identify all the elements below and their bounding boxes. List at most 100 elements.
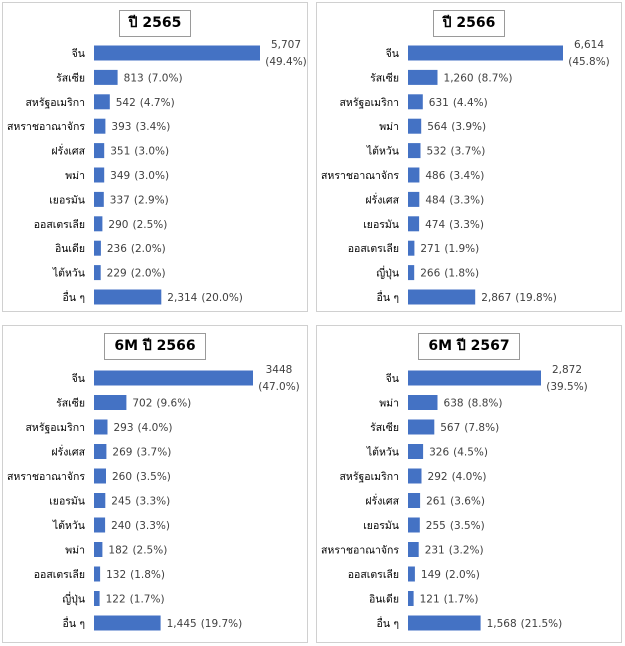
value-label: 532 — [426, 146, 446, 158]
bar — [408, 143, 421, 159]
percent-label: (3.2%) — [449, 545, 484, 557]
bar — [408, 419, 435, 435]
value-label: 2,872 — [552, 364, 582, 376]
percent-label: (3.3%) — [449, 219, 484, 231]
category-label: สหรัฐอเมริกา — [26, 97, 85, 109]
bar — [94, 370, 253, 386]
value-label: 229 — [107, 268, 127, 280]
bar — [94, 289, 162, 305]
category-label: จีน — [72, 372, 85, 385]
value-label: 2,314 — [167, 292, 197, 304]
category-label: ญี่ปุ่น — [62, 592, 85, 606]
category-label: อื่น ๆ — [63, 290, 85, 304]
bar — [408, 517, 420, 533]
bar — [94, 566, 101, 582]
value-label: 255 — [426, 520, 446, 532]
category-label: ออสเตรเลีย — [348, 242, 399, 255]
value-label: 474 — [425, 219, 445, 231]
percent-label: (2.0%) — [131, 243, 166, 255]
category-label: ฝรั่งเศส — [51, 445, 85, 459]
chart-title: ปี 2566 — [432, 10, 506, 37]
value-label: 567 — [440, 422, 460, 434]
chart-panel-6m-2567: 6M ปี 2567 จีน 2,872 (39.5%) พม่า 638 (8.8%) ร… — [316, 325, 622, 643]
value-label: 245 — [111, 496, 131, 508]
bar — [408, 591, 414, 606]
bar — [408, 493, 421, 508]
category-label: ไต้หวัน — [52, 519, 85, 532]
category-label: ออสเตรเลีย — [348, 568, 399, 581]
bar — [94, 395, 127, 410]
category-label: สหราชอาณาจักร — [7, 121, 85, 133]
category-label: ออสเตรเลีย — [34, 568, 85, 581]
bar — [408, 370, 541, 386]
percent-label: (1.7%) — [130, 594, 165, 606]
bar — [408, 216, 420, 232]
category-label: เยอรมัน — [49, 194, 85, 206]
percent-label: (3.4%) — [135, 121, 170, 133]
category-label: ฝรั่งเศส — [365, 494, 399, 508]
category-label: อินเดีย — [55, 242, 85, 255]
category-label: จีน — [386, 47, 399, 60]
bar — [94, 191, 104, 207]
value-label: 240 — [111, 520, 131, 532]
percent-label: (3.5%) — [450, 520, 485, 532]
value-label: 292 — [428, 471, 448, 483]
category-label: ไต้หวัน — [366, 446, 399, 459]
percent-label: (4.5%) — [453, 447, 488, 459]
category-label: ฝรั่งเศส — [51, 144, 85, 158]
value-label: 337 — [110, 194, 130, 206]
percent-label: (3.7%) — [136, 447, 171, 459]
value-label: 486 — [425, 170, 445, 182]
bar — [408, 94, 423, 110]
bar — [408, 615, 481, 631]
percent-label: (1.8%) — [444, 268, 479, 280]
value-label: 702 — [132, 398, 152, 410]
percent-label: (3.0%) — [134, 170, 169, 182]
percent-label: (21.5%) — [521, 618, 563, 630]
bar — [408, 167, 420, 183]
value-label: 6,614 — [574, 39, 604, 51]
category-label: พม่า — [379, 398, 399, 410]
value-label: 182 — [108, 545, 128, 557]
percent-label: (49.4%) — [265, 56, 307, 68]
value-label: 631 — [429, 97, 449, 109]
bar — [94, 615, 161, 631]
value-label: 351 — [110, 146, 130, 158]
percent-label: (2.5%) — [132, 545, 167, 557]
category-label: สหราชอาณาจักร — [7, 471, 85, 483]
value-label: 260 — [112, 471, 132, 483]
value-label: 1,568 — [487, 618, 517, 630]
value-label: 121 — [420, 594, 440, 606]
category-label: อินเดีย — [369, 593, 399, 606]
bar — [94, 468, 106, 484]
bar — [408, 468, 422, 484]
percent-label: (3.7%) — [451, 146, 486, 158]
bar — [94, 493, 106, 508]
bar — [408, 191, 420, 207]
bar — [94, 542, 103, 557]
bar — [408, 45, 563, 61]
category-label: รัสเซีย — [370, 421, 399, 434]
percent-label: (4.0%) — [138, 422, 173, 434]
category-label: รัสเซีย — [56, 71, 85, 84]
chart-panel-2566: ปี 2566 จีน 6,614 (45.8%) รัสเซีย 1,260 (8.7%… — [316, 2, 622, 312]
category-label: เยอรมัน — [363, 520, 399, 532]
category-label: ญี่ปุ่น — [376, 266, 399, 280]
value-label: 2,867 — [481, 292, 511, 304]
percent-label: (2.5%) — [132, 219, 167, 231]
bar — [408, 289, 476, 305]
percent-label: (4.4%) — [453, 97, 488, 109]
category-label: รัสเซีย — [56, 397, 85, 410]
category-label: ไต้หวัน — [52, 267, 85, 280]
category-label: พม่า — [379, 121, 399, 133]
value-label: 564 — [427, 121, 447, 133]
bar — [94, 265, 101, 281]
category-label: เยอรมัน — [49, 496, 85, 508]
percent-label: (7.8%) — [464, 422, 499, 434]
value-label: 271 — [420, 243, 440, 255]
percent-label: (4.0%) — [452, 471, 487, 483]
chart-title: ปี 2565 — [118, 10, 192, 37]
value-label: 813 — [124, 72, 144, 84]
value-label: 269 — [112, 447, 132, 459]
percent-label: (20.0%) — [201, 292, 243, 304]
